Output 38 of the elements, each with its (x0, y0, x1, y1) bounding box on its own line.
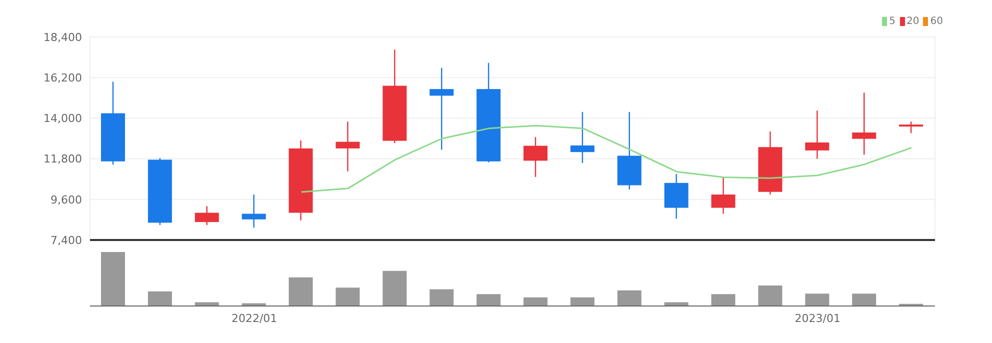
bar (194, 302, 219, 306)
candlestick (336, 120, 360, 172)
y-tick-label: 7,400 (50, 234, 82, 247)
line-series (300, 124, 912, 193)
candlestick (852, 92, 876, 156)
y-tick-label: 11,800 (44, 152, 82, 166)
candlestick (570, 111, 594, 164)
x-tick-label: 2023/01 (794, 312, 840, 325)
bar (288, 277, 313, 306)
y-tick-label: 16,200 (44, 72, 82, 85)
bar (758, 285, 782, 306)
bar (101, 252, 125, 306)
x-tick-label: 2022/01 (231, 312, 278, 325)
candlestick (194, 206, 219, 226)
bar (852, 294, 876, 306)
candlestick (430, 67, 454, 150)
bar (148, 291, 172, 306)
candlestick (711, 176, 736, 214)
candlestick (524, 136, 548, 178)
bar (617, 290, 642, 306)
bar (805, 294, 830, 306)
candlestick (805, 110, 830, 160)
legend-label: 60 (929, 16, 943, 27)
y-tick-label: 18,400 (44, 30, 82, 44)
bar (570, 297, 594, 306)
y-tick-label: 9,600 (50, 193, 82, 206)
bar (711, 294, 736, 306)
bar (664, 302, 688, 306)
bar (382, 270, 407, 306)
bar (524, 297, 548, 306)
bar (336, 288, 360, 306)
legend-label: 20 (906, 16, 920, 27)
bar (430, 289, 454, 306)
candlestick (899, 120, 924, 134)
legend-label: 5 (888, 16, 896, 27)
y-tick-label: 14,000 (44, 112, 82, 126)
candlestick (242, 194, 266, 228)
bar (476, 294, 501, 306)
